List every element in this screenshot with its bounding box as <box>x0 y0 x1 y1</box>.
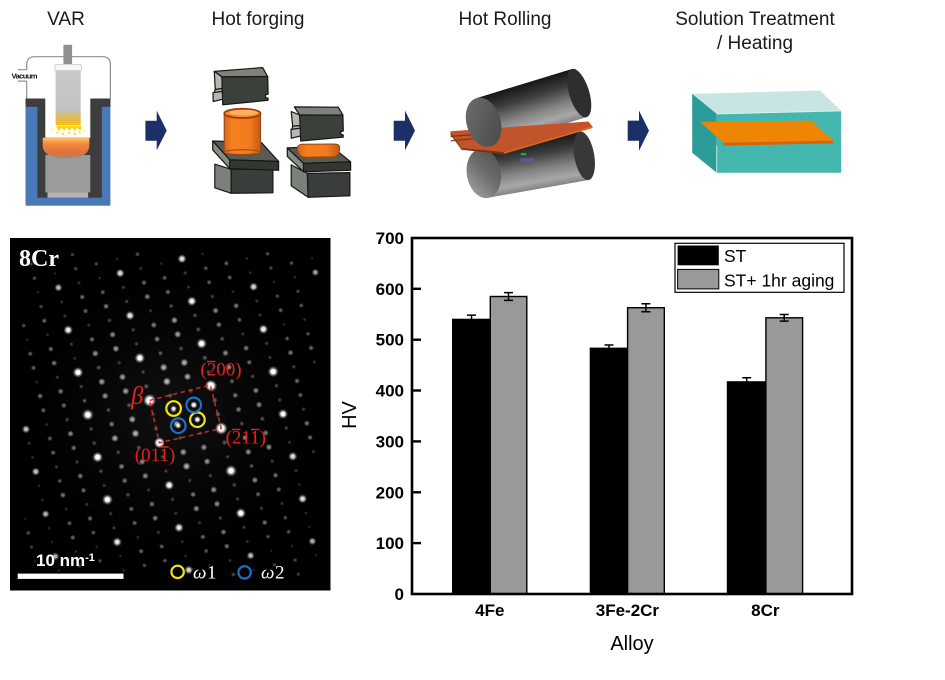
svg-text:100: 100 <box>376 534 404 553</box>
svg-text:/ Heating: / Heating <box>717 33 793 54</box>
svg-text:β: β <box>130 383 144 410</box>
svg-text:HV: HV <box>339 400 361 428</box>
svg-text:Alloy: Alloy <box>610 633 653 655</box>
svg-text:Hot forging: Hot forging <box>212 9 305 30</box>
svg-text:(211): (211) <box>226 428 266 449</box>
svg-text:200: 200 <box>376 483 404 502</box>
svg-text:Hot Rolling: Hot Rolling <box>459 9 552 30</box>
svg-text:600: 600 <box>376 280 404 299</box>
svg-text:8Cr: 8Cr <box>751 601 780 620</box>
svg-text:500: 500 <box>376 331 404 350</box>
svg-text:VAR: VAR <box>47 9 85 30</box>
svg-text:1: 1 <box>207 563 217 584</box>
svg-text:ω: ω <box>193 563 206 584</box>
svg-text:Vacuum: Vacuum <box>12 72 38 81</box>
svg-text:ω: ω <box>261 563 274 584</box>
svg-text:400: 400 <box>376 382 404 401</box>
svg-text:(200): (200) <box>200 360 241 381</box>
svg-text:8Cr: 8Cr <box>19 246 59 272</box>
svg-text:4Fe: 4Fe <box>475 601 504 620</box>
svg-text:3Fe-2Cr: 3Fe-2Cr <box>596 601 660 620</box>
svg-text:0: 0 <box>395 585 404 604</box>
svg-text:10 nm-1: 10 nm-1 <box>36 551 95 570</box>
svg-text:2: 2 <box>275 563 285 584</box>
svg-text:ST: ST <box>724 246 747 266</box>
svg-text:700: 700 <box>376 229 404 248</box>
svg-text:300: 300 <box>376 432 404 451</box>
svg-text:Solution Treatment: Solution Treatment <box>675 9 835 30</box>
svg-text:ST+ 1hr aging: ST+ 1hr aging <box>724 271 834 291</box>
svg-text:(011): (011) <box>135 445 175 466</box>
